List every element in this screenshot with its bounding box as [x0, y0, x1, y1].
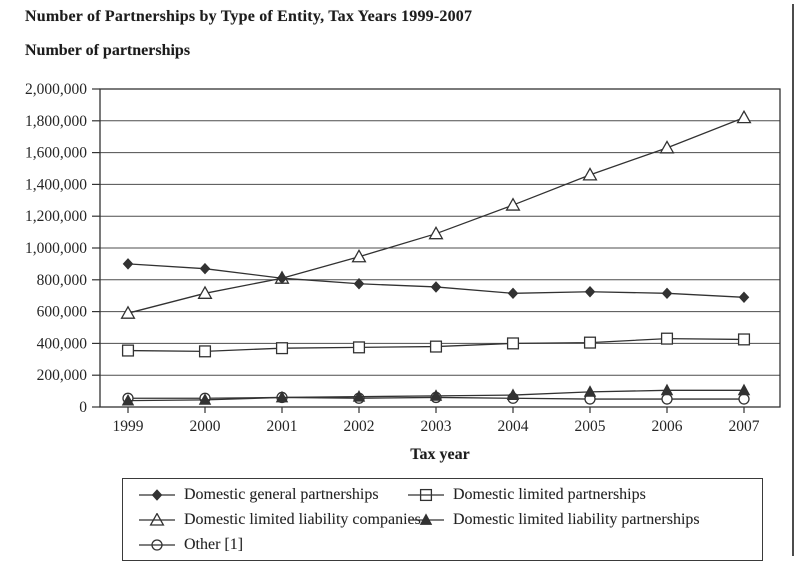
circle-open-marker-icon [738, 393, 750, 405]
legend-item-other-1: Other [1] [139, 532, 421, 557]
diamond-filled-marker-icon [122, 258, 134, 270]
square-open-marker-icon [583, 336, 597, 349]
triangle-open-marker-icon [428, 225, 444, 240]
y-tick-label: 0 [79, 399, 87, 416]
y-tick-label: 1,400,000 [25, 176, 87, 193]
square-open-marker-icon [352, 341, 366, 354]
circle-open-marker-icon [151, 539, 163, 551]
legend-item-domestic-limited-liability-companies: Domestic limited liability companies [139, 507, 421, 532]
circle-open-marker-icon [661, 393, 673, 405]
square-open-marker-icon [419, 488, 433, 502]
triangle-filled-legend-icon [408, 513, 444, 525]
y-tick-label: 800,000 [37, 272, 88, 289]
triangle-open-marker-icon [120, 305, 136, 319]
square-open-marker-icon [429, 340, 443, 353]
triangle-filled-marker-icon [275, 390, 289, 403]
square-open-marker-icon [660, 332, 674, 345]
y-tick-label: 400,000 [37, 335, 88, 352]
diamond-filled-marker-icon [738, 291, 750, 304]
diamond-filled-marker-icon [199, 262, 211, 275]
legend-box: Domestic general partnerships Domestic li… [122, 478, 763, 561]
chart-svg: 0 200,000 400,000 600,000 800,000 1,000,000 1,… [25, 81, 781, 435]
y-tick-label: 1,200,000 [25, 208, 87, 225]
y-axis-heading: Number of partnerships [25, 42, 191, 59]
series-domestic-general-partnerships [122, 258, 750, 304]
square-open-marker-icon [121, 344, 135, 357]
x-tick-label: 2004 [498, 418, 529, 435]
chart-area: 0 200,000 400,000 600,000 800,000 1,000,000 1,… [0, 70, 800, 470]
legend-item-domestic-general-partnerships: Domestic general partnerships [139, 482, 421, 507]
legend-column: Domestic general partnerships Domestic li… [139, 482, 421, 557]
y-tick-label: 1,600,000 [25, 145, 87, 162]
triangle-filled-marker-icon [506, 388, 520, 400]
triangle-filled-marker-icon [121, 393, 135, 406]
legend-label: Domestic limited partnerships [453, 486, 646, 503]
legend-label: Domestic limited liability partnerships [453, 511, 700, 528]
triangle-open-marker-icon [659, 140, 675, 154]
x-axis-title: Tax year [410, 446, 470, 463]
x-tick-label: 2005 [575, 418, 606, 435]
triangle-open-marker-icon [505, 197, 521, 211]
y-tick-label: 2,000,000 [25, 81, 87, 98]
series-domestic-limited-liability-partnerships [121, 383, 751, 406]
triangle-open-legend-icon [139, 513, 175, 526]
diamond-filled-marker-icon [584, 285, 596, 298]
diamond-filled-marker-icon [151, 489, 163, 501]
x-tick-label: 2002 [344, 418, 375, 435]
square-open-marker-icon [506, 337, 520, 350]
diamond-filled-marker-icon [353, 278, 365, 290]
legend-label: Other [1] [184, 536, 244, 553]
y-tick-label: 1,000,000 [25, 240, 87, 257]
square-open-marker-icon [275, 342, 289, 355]
triangle-open-marker-icon [582, 167, 598, 181]
triangle-open-marker-icon [351, 249, 367, 263]
legend-label: Domestic limited liability companies [184, 511, 421, 528]
diamond-filled-marker-icon [507, 287, 519, 300]
y-tick-label: 1,800,000 [25, 113, 87, 130]
legend-item-domestic-limited-partnerships: Domestic limited partnerships [408, 482, 700, 507]
triangle-filled-marker-icon [429, 389, 443, 401]
diamond-filled-legend-icon [139, 489, 175, 501]
diamond-filled-marker-icon [430, 281, 442, 293]
legend-item-domestic-limited-liability-partnerships: Domestic limited liability partnerships [408, 507, 700, 532]
triangle-filled-marker-icon [660, 383, 674, 396]
diamond-filled-marker-icon [661, 287, 673, 300]
square-open-marker-icon [737, 333, 751, 346]
diamond-filled-marker-icon [276, 272, 288, 284]
x-tick-label: 2007 [729, 418, 760, 435]
y-tick-label: 600,000 [37, 304, 88, 321]
triangle-open-marker-icon [736, 109, 752, 124]
chart-title: Number of Partnerships by Type of Entity… [25, 8, 473, 25]
page-edge-line [792, 4, 794, 556]
square-open-legend-icon [408, 488, 444, 502]
triangle-filled-marker-icon [583, 385, 597, 397]
y-tick-label: 200,000 [37, 367, 88, 384]
circle-open-legend-icon [139, 539, 175, 551]
triangle-filled-marker-icon [352, 390, 366, 402]
x-tick-label: 2003 [421, 418, 452, 435]
triangle-filled-marker-icon [419, 513, 433, 525]
legend-column: Domestic limited partnerships Domestic li… [408, 482, 700, 532]
triangle-filled-marker-icon [737, 383, 751, 396]
series-domestic-limited-partnerships [121, 332, 751, 358]
legend-label: Domestic general partnerships [184, 486, 379, 503]
square-open-marker-icon [198, 345, 212, 358]
x-tick-label: 2006 [652, 418, 683, 435]
triangle-open-marker-icon [149, 513, 165, 526]
x-tick-label: 2000 [190, 418, 221, 435]
triangle-filled-marker-icon [198, 393, 212, 405]
triangle-open-marker-icon [197, 285, 213, 299]
x-tick-label: 1999 [113, 418, 144, 435]
x-tick-label: 2001 [267, 418, 298, 435]
